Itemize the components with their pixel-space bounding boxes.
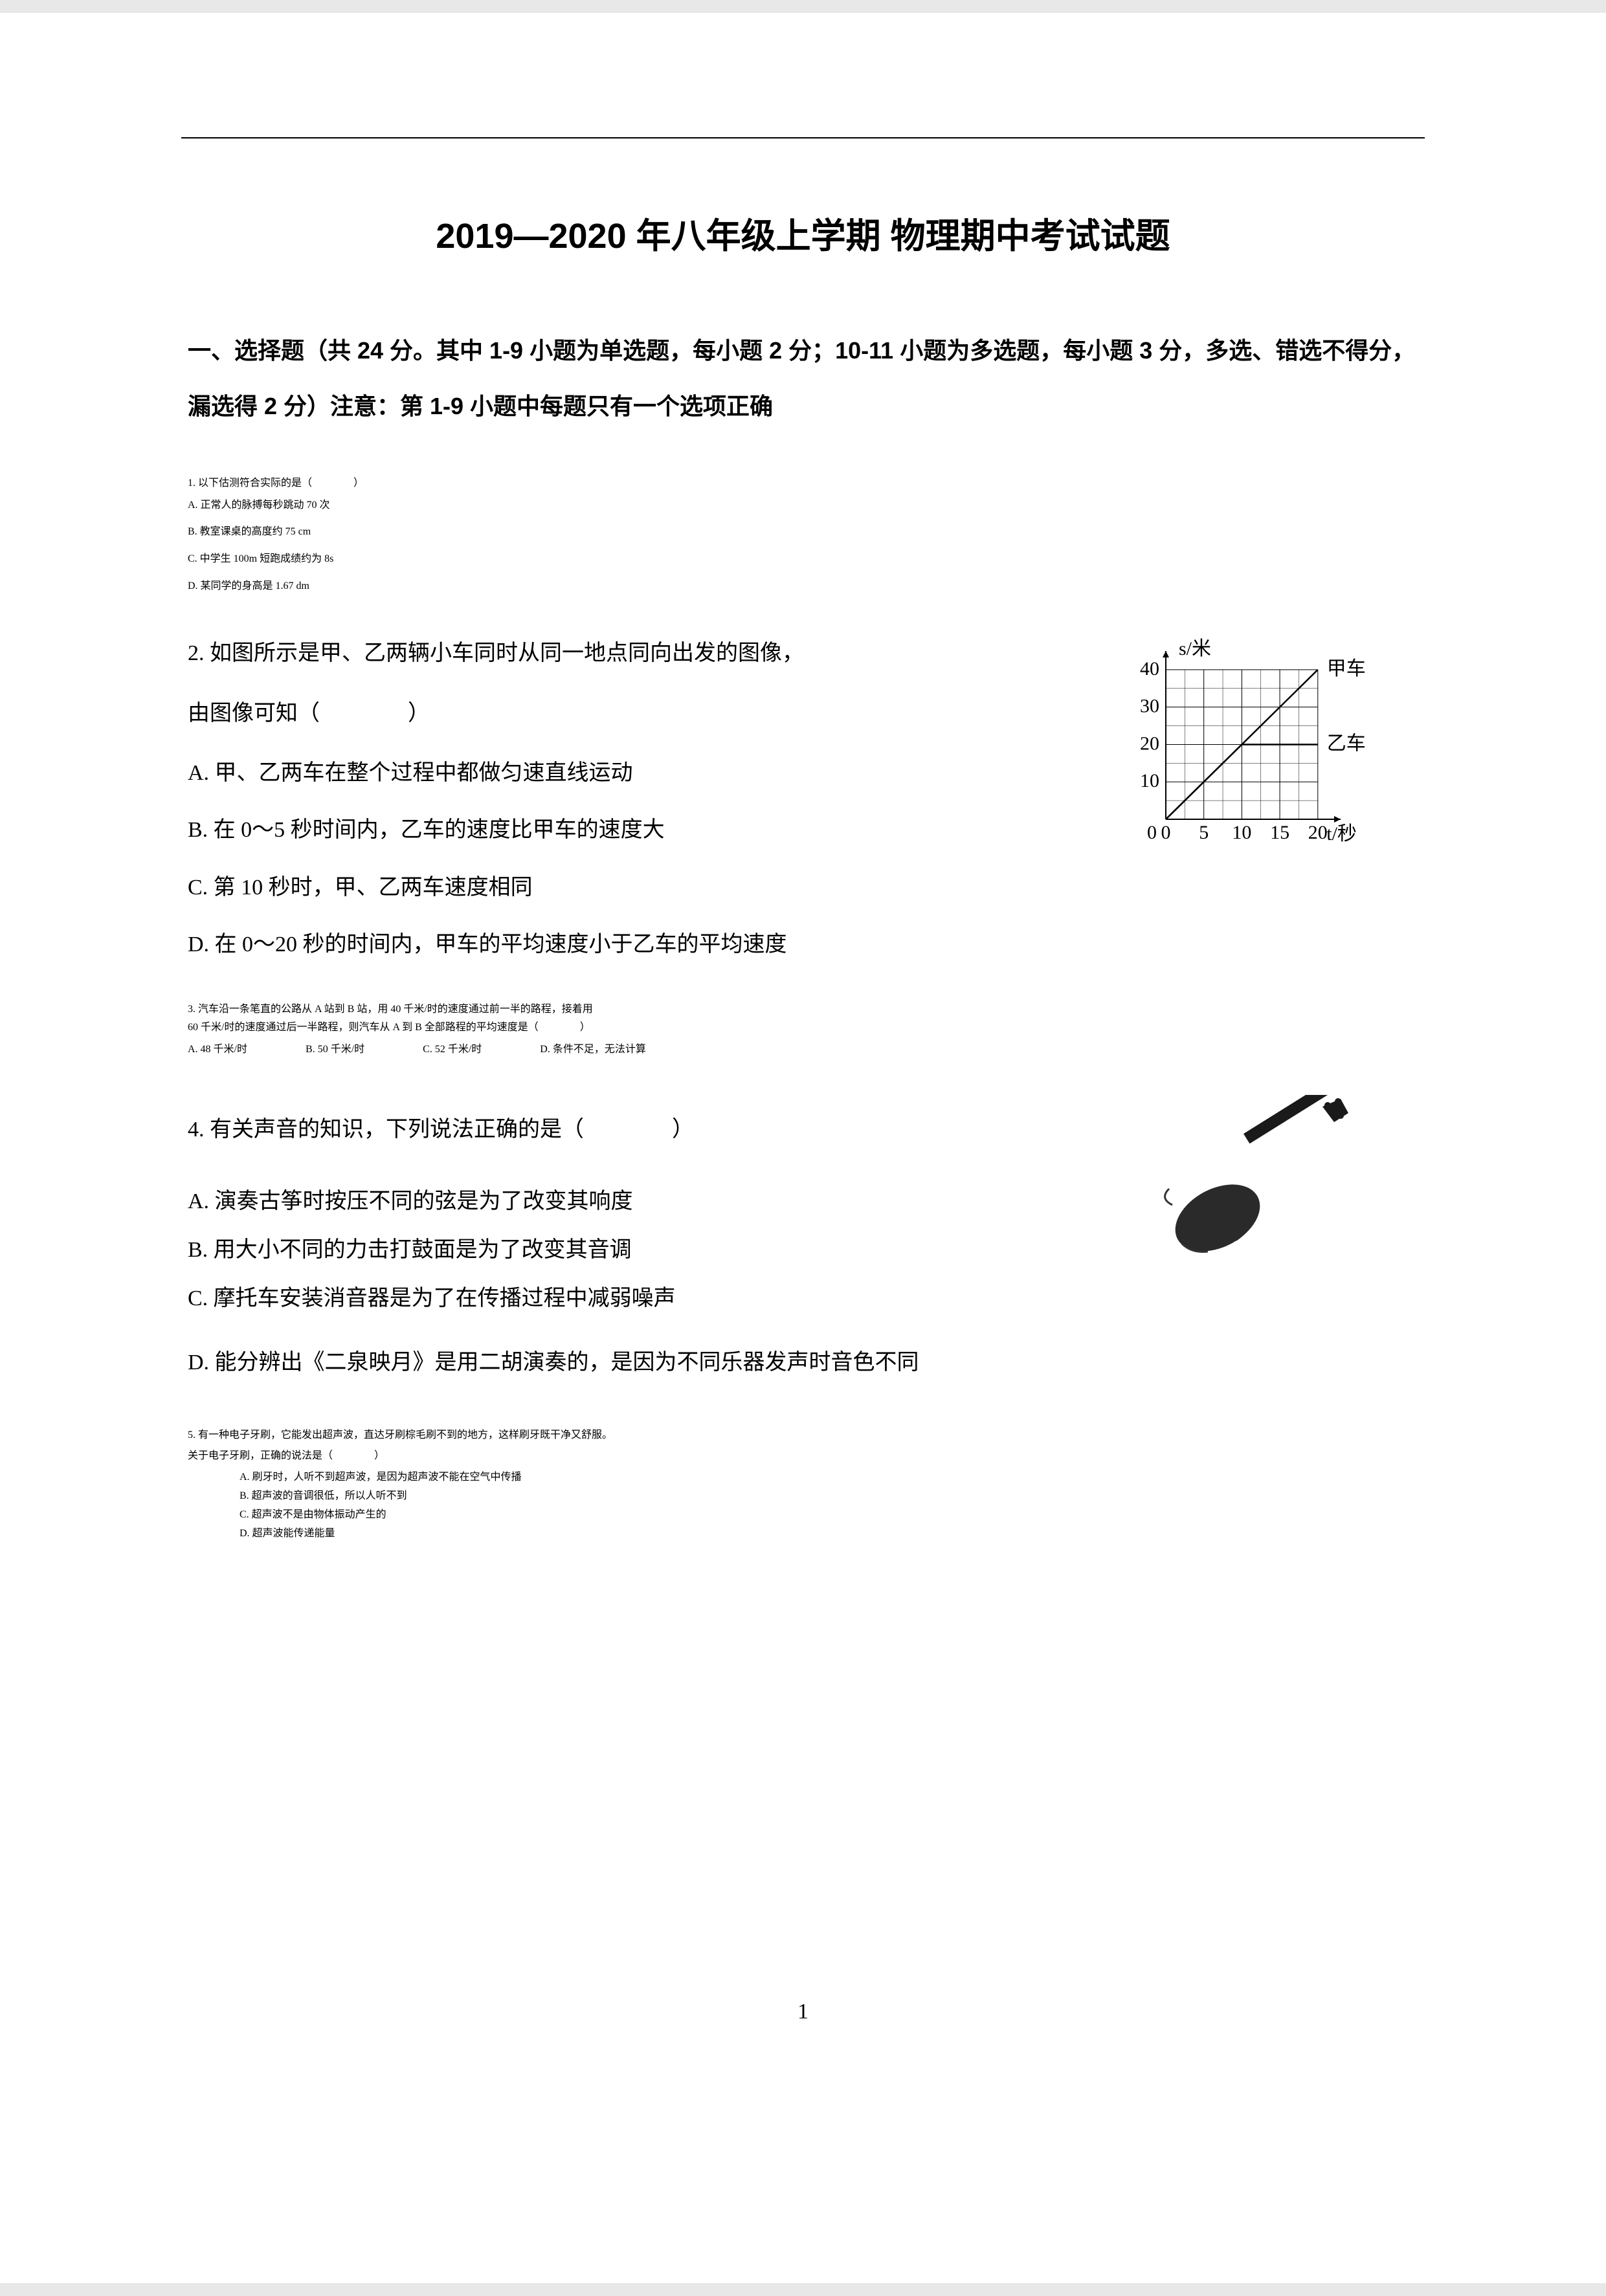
svg-text:5: 5	[1199, 822, 1209, 843]
question-1: 1. 以下估测符合实际的是（ ） A. 正常人的脉搏每秒跳动 70 次 B. 教…	[188, 474, 1418, 599]
exam-page: 2019—2020 年八年级上学期 物理期中考试试题 一、选择题（共 24 分。…	[0, 13, 1606, 2283]
q1-option-d: D. 某同学的身高是 1.67 dm	[188, 573, 1418, 600]
q1-options: A. 正常人的脉搏每秒跳动 70 次 B. 教室课桌的高度约 75 cm C. …	[188, 492, 1418, 599]
section-instructions: 一、选择题（共 24 分。其中 1-9 小题为单选题，每小题 2 分；10-11…	[188, 323, 1418, 435]
svg-text:乙车: 乙车	[1327, 733, 1366, 755]
header-rule	[181, 137, 1425, 138]
svg-text:0: 0	[1147, 822, 1157, 843]
page-title: 2019—2020 年八年级上学期 物理期中考试试题	[188, 207, 1418, 258]
svg-text:20: 20	[1140, 733, 1159, 755]
svg-text:20: 20	[1308, 822, 1328, 843]
q3-stem-line2: 60 千米/时的速度通过后一半路程，则汽车从 A 到 B 全部路程的平均速度是（…	[188, 1018, 1418, 1033]
q1-option-c: C. 中学生 100m 短跑成绩约为 8s	[188, 546, 1418, 573]
q3-options: A. 48 千米/时 B. 50 千米/时 C. 52 千米/时 D. 条件不足…	[188, 1036, 1418, 1063]
pipa-icon	[1146, 1095, 1366, 1263]
q1-option-b: B. 教室课桌的高度约 75 cm	[188, 518, 1418, 546]
pipa-instrument-image	[1146, 1095, 1366, 1263]
q5-stem-line1: 5. 有一种电子牙刷，它能发出超声波，直达牙刷棕毛刷不到的地方，这样刷牙既干净又…	[188, 1426, 1418, 1445]
q5-option-b: B. 超声波的音调很低，所以人听不到	[240, 1487, 1418, 1506]
q5-option-a: A. 刷牙时，人听不到超声波，是因为超声波不能在空气中传播	[240, 1468, 1418, 1487]
svg-text:40: 40	[1140, 658, 1159, 679]
svg-text:0: 0	[1161, 822, 1171, 843]
question-2: 2. 如图所示是甲、乙两辆小车同时从同一地点同向出发的图像， 由图像可知（ ） …	[188, 625, 1418, 973]
q5-option-c: C. 超声波不是由物体振动产生的	[240, 1506, 1418, 1525]
q2-option-d: D. 在 0～20 秒的时间内，甲车的平均速度小于乙车的平均速度	[188, 916, 1418, 973]
q3-option-c: C. 52 千米/时	[423, 1036, 482, 1063]
distance-time-chart: 0 5 10 15 20 10 20 30 40 0 s/米 t/秒 甲车乙车	[1127, 632, 1399, 852]
svg-text:10: 10	[1232, 822, 1251, 843]
q1-stem: 1. 以下估测符合实际的是（ ）	[188, 474, 1418, 489]
question-4: 4. 有关声音的知识，下列说法正确的是（ ） A. 演奏古筝时按压不同的弦是为了…	[188, 1101, 1418, 1387]
svg-text:30: 30	[1140, 696, 1159, 717]
q4-option-c: C. 摩托车安装消音器是为了在传播过程中减弱噪声	[188, 1275, 1418, 1323]
svg-text:s/米: s/米	[1179, 638, 1211, 659]
page-number: 1	[797, 2000, 809, 2024]
q3-option-a: A. 48 千米/时	[188, 1036, 247, 1063]
question-3: 3. 汽车沿一条笔直的公路从 A 站到 B 站，用 40 千米/时的速度通过前一…	[188, 1000, 1418, 1063]
q1-option-a: A. 正常人的脉搏每秒跳动 70 次	[188, 492, 1418, 519]
q3-option-d: D. 条件不足，无法计算	[540, 1036, 646, 1063]
svg-text:10: 10	[1140, 770, 1159, 791]
svg-text:t/秒: t/秒	[1326, 823, 1357, 844]
q2-chart-container: 0 5 10 15 20 10 20 30 40 0 s/米 t/秒 甲车乙车	[1127, 632, 1399, 874]
q3-option-b: B. 50 千米/时	[306, 1036, 364, 1063]
q5-options: A. 刷牙时，人听不到超声波，是因为超声波不能在空气中传播 B. 超声波的音调很…	[188, 1468, 1418, 1543]
svg-text:15: 15	[1270, 822, 1289, 843]
q3-stem-line1: 3. 汽车沿一条笔直的公路从 A 站到 B 站，用 40 千米/时的速度通过前一…	[188, 1000, 1418, 1015]
q5-stem-line2: 关于电子牙刷，正确的说法是（ ）	[188, 1447, 1418, 1466]
question-5: 5. 有一种电子牙刷，它能发出超声波，直达牙刷棕毛刷不到的地方，这样刷牙既干净又…	[188, 1426, 1418, 1543]
q4-option-d: D. 能分辨出《二泉映月》是用二胡演奏的，是因为不同乐器发声时音色不同	[188, 1339, 1418, 1387]
q5-option-d: D. 超声波能传递能量	[240, 1525, 1418, 1543]
svg-text:甲车: 甲车	[1327, 658, 1366, 679]
